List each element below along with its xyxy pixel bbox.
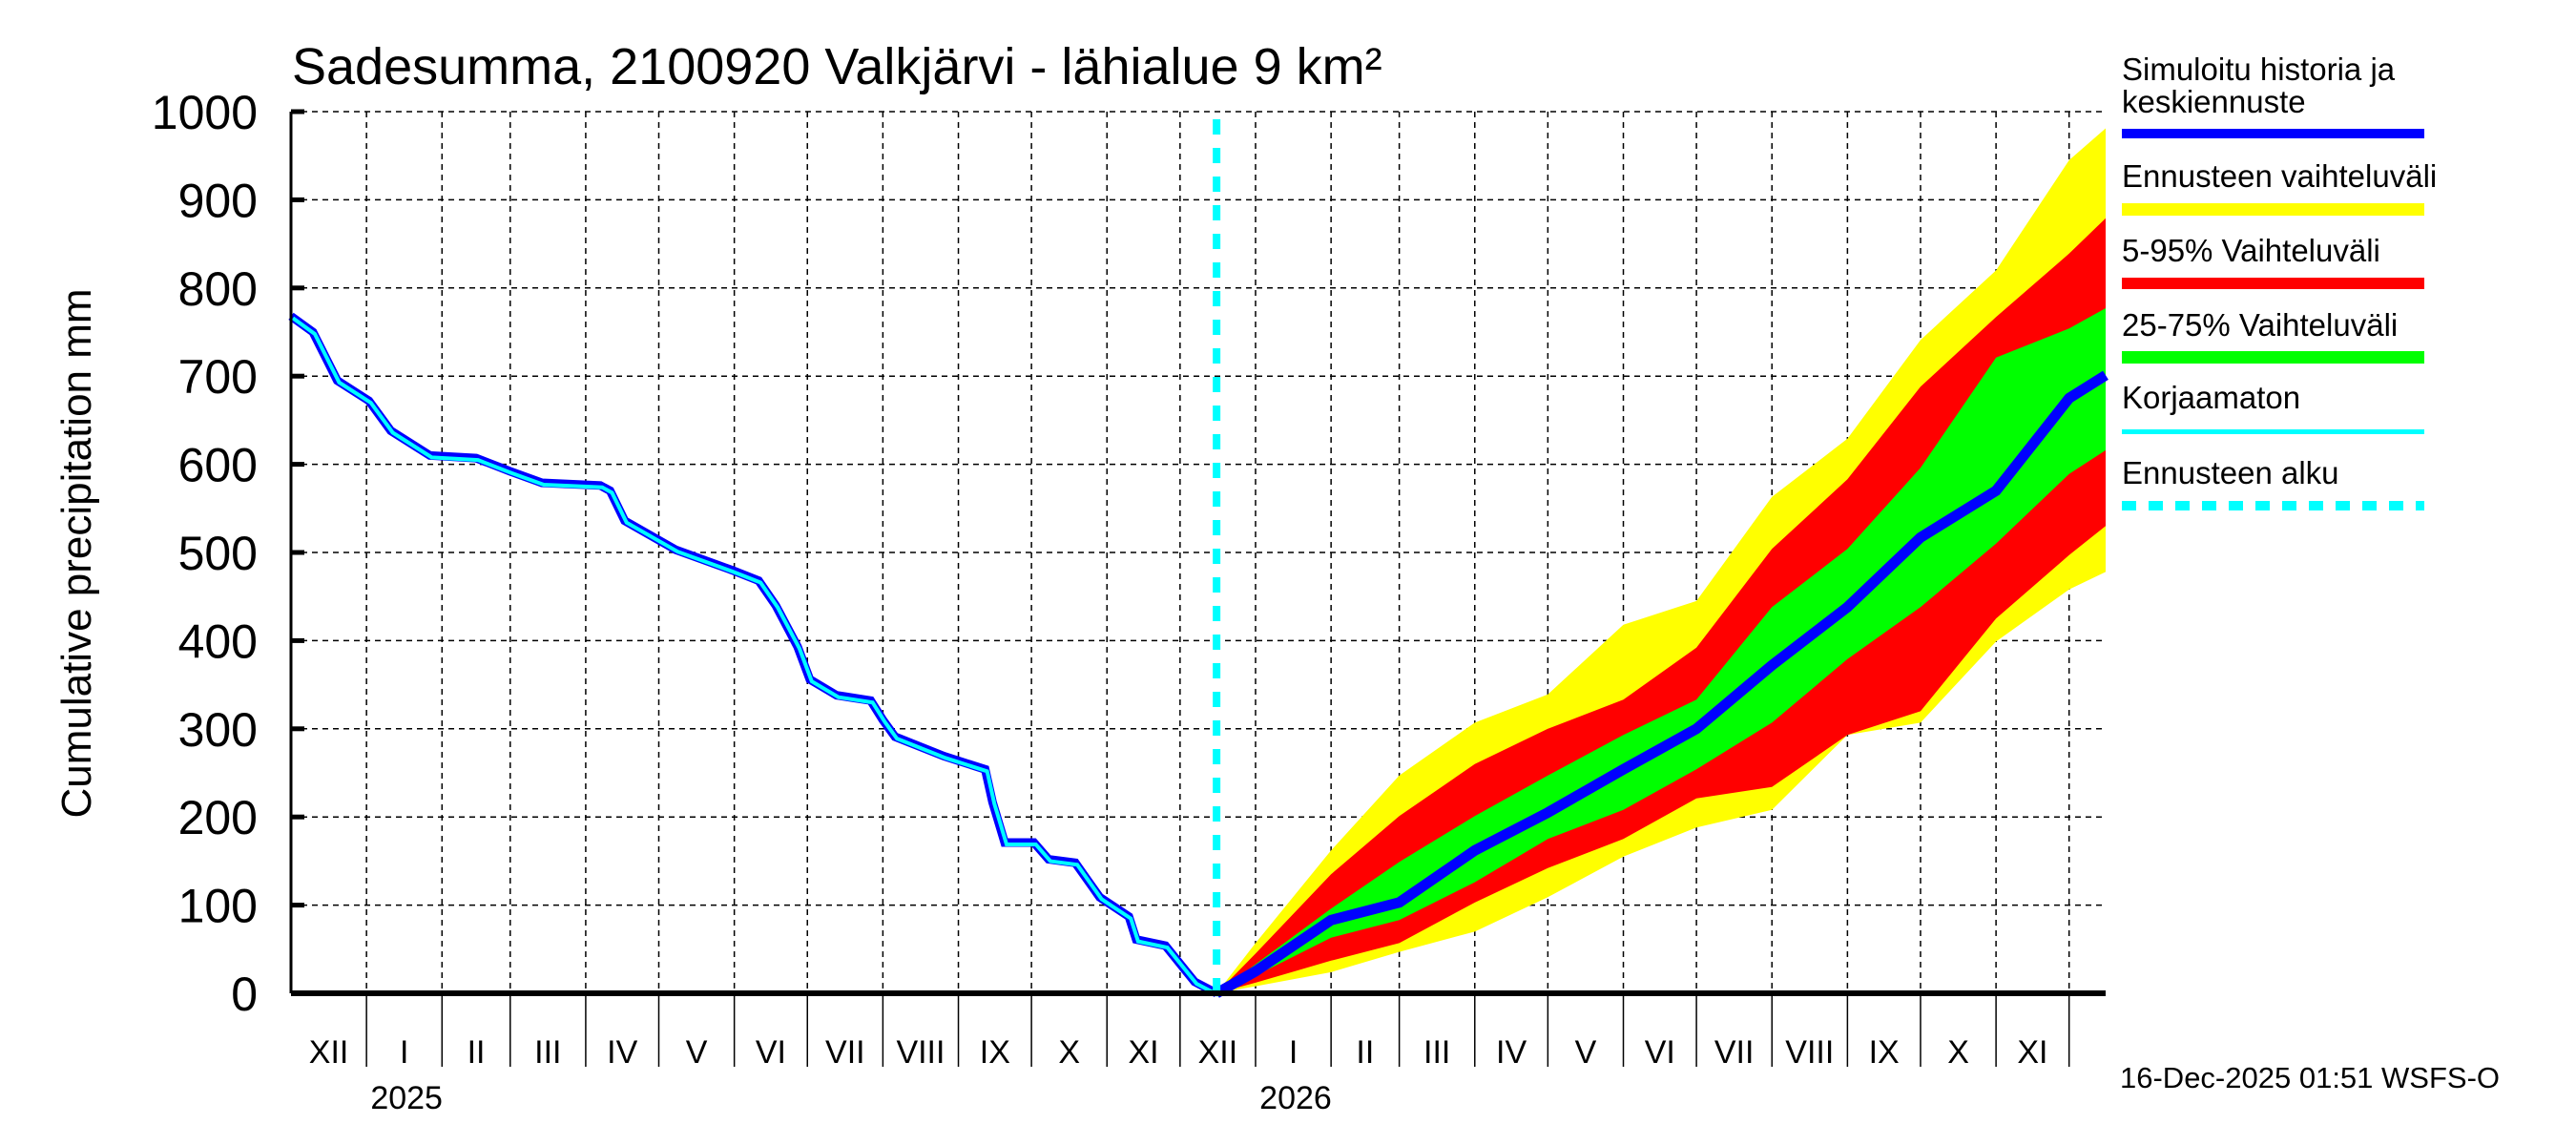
month-label: V <box>1575 1034 1597 1071</box>
x-tick-labels: XII I II III IV V VI VII VIII IX X XI XII I II III IV V VI… <box>309 1034 2048 1116</box>
legend-label-forecast-start: Ennusteen alku <box>2122 455 2339 490</box>
uncorrected-line <box>291 316 1220 997</box>
legend-label-simulated: Simuloitu historia ja <box>2122 52 2396 87</box>
y-tick-label: 0 <box>231 968 258 1021</box>
legend-swatch-range-25-75 <box>2122 351 2424 364</box>
month-label: III <box>1423 1034 1450 1071</box>
legend-label-range-5-95: 5-95% Vaihteluväli <box>2122 233 2380 268</box>
y-tick-label: 300 <box>178 703 258 757</box>
month-label: II <box>467 1034 486 1071</box>
month-label: VI <box>756 1034 786 1071</box>
month-label: I <box>400 1034 408 1071</box>
month-label: XI <box>1128 1034 1158 1071</box>
month-label: VIII <box>1785 1034 1834 1071</box>
legend: Simuloitu historia ja keskiennuste Ennus… <box>2122 52 2437 510</box>
legend-swatch-uncorrected <box>2122 429 2424 434</box>
y-tick-label: 900 <box>178 174 258 227</box>
month-label: IV <box>607 1034 637 1071</box>
band-5-95 <box>1216 218 2106 993</box>
month-label: IV <box>1496 1034 1527 1071</box>
y-tick-label: 700 <box>178 350 258 404</box>
y-tick-labels: 0 100 200 300 400 500 600 700 800 900 1000 <box>152 86 258 1021</box>
chart-title: Sadesumma, 2100920 Valkjärvi - lähialue … <box>292 38 1382 95</box>
legend-label-simulated-2: keskiennuste <box>2122 84 2306 119</box>
month-label: VII <box>825 1034 865 1071</box>
legend-swatch-range-full <box>2122 203 2424 216</box>
forecast-median-line <box>1214 370 2109 998</box>
forecast-bands <box>1216 128 2106 993</box>
year-label: 2025 <box>370 1080 443 1116</box>
month-label: X <box>1947 1034 1969 1071</box>
y-tick-label: 500 <box>178 527 258 580</box>
legend-label-range-25-75: 25-75% Vaihteluväli <box>2122 307 2398 343</box>
month-label: IX <box>980 1034 1010 1071</box>
month-label: XII <box>1198 1034 1238 1071</box>
month-label: IX <box>1869 1034 1900 1071</box>
band-25-75 <box>1216 308 2106 993</box>
month-label: II <box>1356 1034 1374 1071</box>
month-label: VIII <box>896 1034 945 1071</box>
legend-swatch-simulated <box>2122 129 2424 138</box>
month-label: III <box>534 1034 561 1071</box>
series-lines <box>288 119 2109 998</box>
month-label: VII <box>1714 1034 1755 1071</box>
month-label: VI <box>1645 1034 1675 1071</box>
y-axis-label: Cumulative precipitation mm <box>53 288 100 818</box>
band-full-range <box>1216 128 2106 993</box>
month-label: X <box>1058 1034 1080 1071</box>
axes <box>289 109 2106 1067</box>
year-label: 2026 <box>1259 1080 1332 1116</box>
y-tick-label: 400 <box>178 614 258 668</box>
month-label: XII <box>309 1034 349 1071</box>
month-label: I <box>1289 1034 1298 1071</box>
y-tick-label: 800 <box>178 262 258 316</box>
month-label: XI <box>2017 1034 2047 1071</box>
y-tick-label: 1000 <box>152 86 258 139</box>
simulated-history-line <box>288 312 1219 997</box>
legend-label-uncorrected: Korjaamaton <box>2122 380 2300 415</box>
y-tick-label: 100 <box>178 880 258 933</box>
y-tick-label: 200 <box>178 791 258 844</box>
timestamp: 16-Dec-2025 01:51 WSFS-O <box>2120 1061 2500 1094</box>
legend-swatch-range-5-95 <box>2122 278 2424 289</box>
y-tick-label: 600 <box>178 439 258 492</box>
month-label: V <box>686 1034 708 1071</box>
legend-label-range-full: Ennusteen vaihteluväli <box>2122 158 2437 194</box>
